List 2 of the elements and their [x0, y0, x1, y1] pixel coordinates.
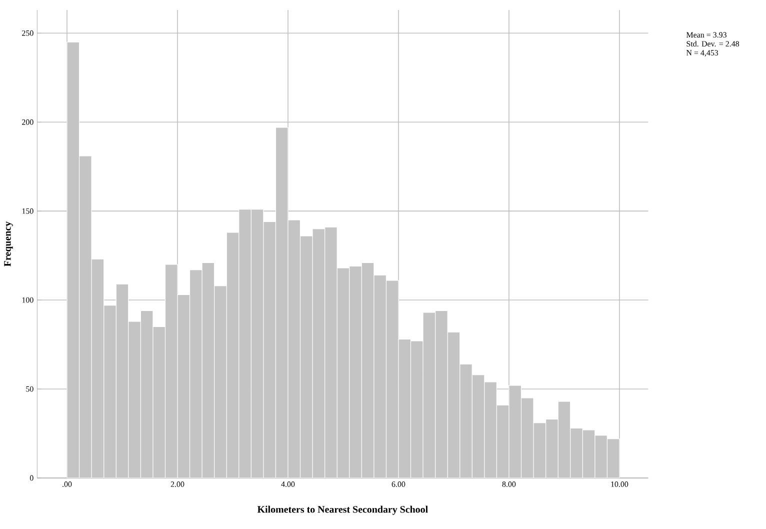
y-axis-title: Frequency — [4, 221, 13, 266]
x-axis-title: Kilometers to Nearest Secondary School — [257, 506, 428, 515]
